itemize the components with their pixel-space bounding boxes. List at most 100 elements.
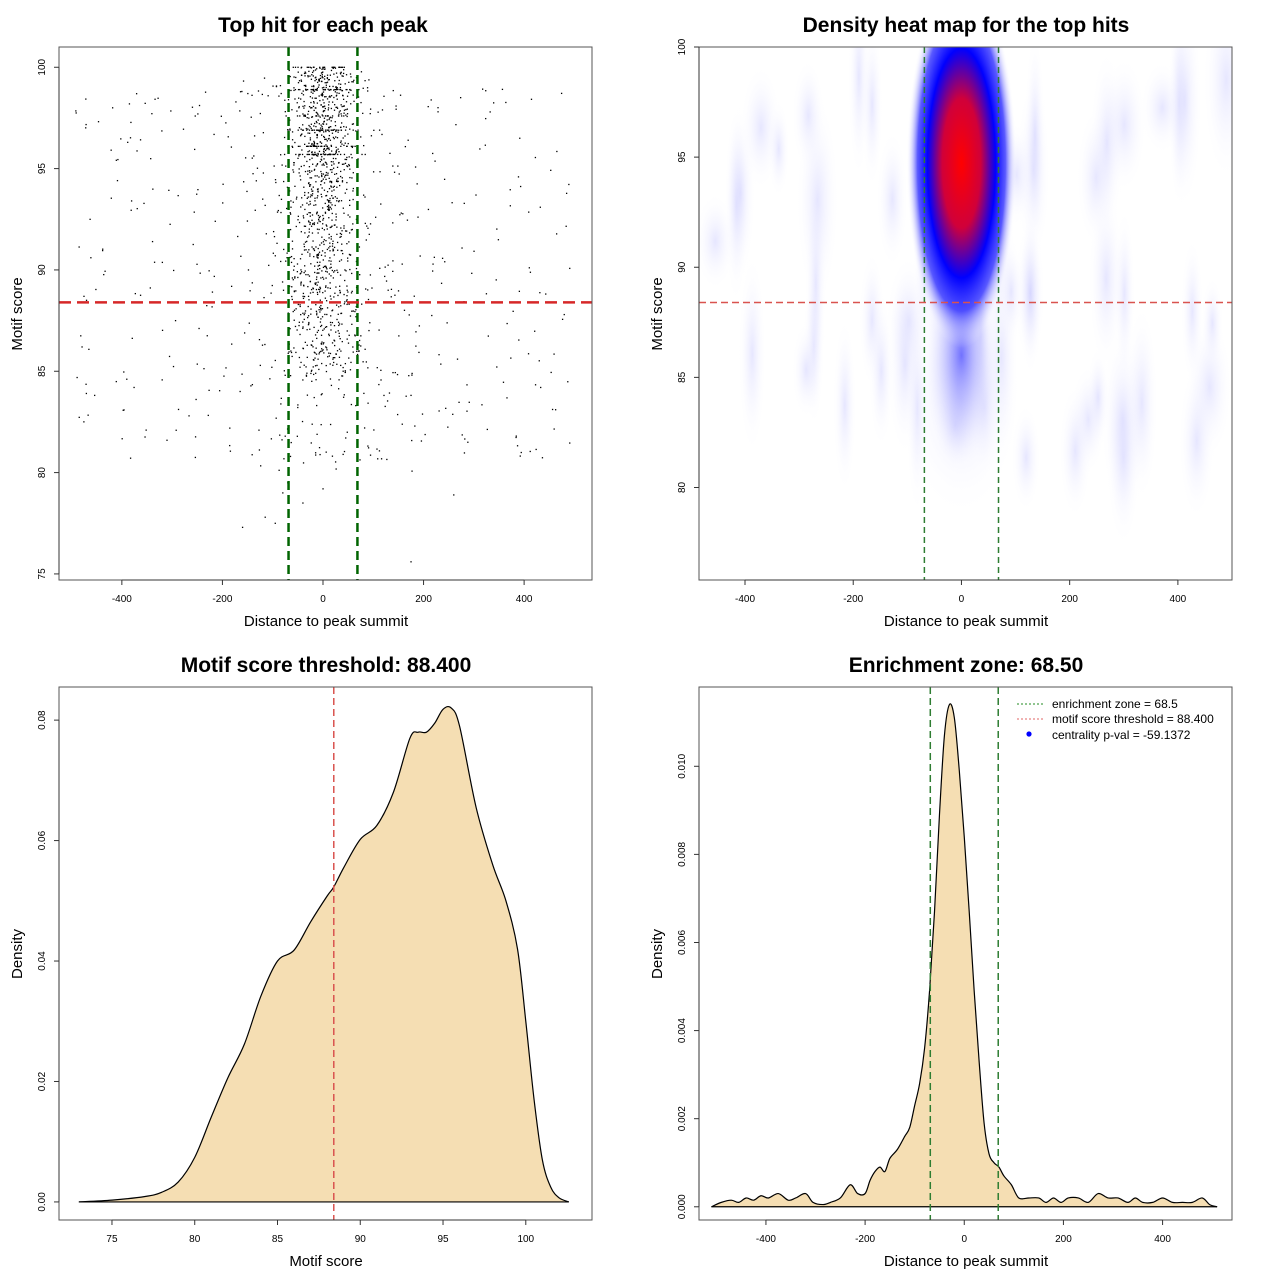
data-point	[161, 379, 163, 381]
data-point	[170, 110, 172, 112]
data-point	[320, 142, 323, 144]
data-point	[283, 153, 286, 156]
data-point	[309, 177, 311, 179]
data-point	[539, 206, 541, 208]
data-point	[320, 158, 322, 161]
data-point	[471, 272, 473, 274]
data-point	[506, 397, 508, 399]
data-point	[307, 324, 310, 326]
data-point	[303, 295, 306, 298]
data-point	[303, 186, 305, 188]
data-point	[83, 295, 85, 297]
data-point	[300, 165, 302, 168]
data-point	[321, 180, 323, 182]
data-point	[208, 389, 210, 392]
data-point	[376, 448, 378, 450]
data-point	[318, 353, 320, 355]
data-point	[348, 232, 351, 234]
data-point	[291, 298, 293, 301]
data-point	[350, 403, 353, 406]
data-point	[297, 129, 299, 131]
data-point	[241, 90, 243, 93]
data-point	[298, 126, 301, 129]
data-point	[296, 196, 298, 198]
data-point	[319, 99, 321, 102]
data-point	[320, 104, 322, 106]
data-point	[313, 85, 315, 88]
heatmap-cell	[1180, 236, 1204, 387]
data-point	[290, 351, 293, 354]
data-point	[432, 152, 434, 155]
data-point	[299, 333, 301, 336]
data-point	[326, 349, 328, 351]
data-point	[331, 164, 333, 166]
data-point	[315, 88, 317, 91]
data-point	[311, 423, 313, 425]
heatmap-cell	[861, 47, 884, 190]
data-point	[312, 287, 314, 289]
data-point	[565, 225, 567, 227]
data-point	[373, 129, 375, 131]
data-point	[254, 209, 256, 211]
data-point	[317, 247, 319, 250]
data-point	[343, 125, 345, 128]
data-point	[322, 241, 325, 243]
data-point	[534, 384, 537, 386]
data-point	[335, 173, 338, 175]
data-point	[312, 240, 314, 242]
data-point	[306, 88, 309, 91]
data-point	[331, 342, 334, 344]
data-point	[341, 180, 344, 182]
data-point	[342, 94, 344, 97]
data-point	[362, 87, 364, 89]
data-point	[315, 181, 317, 183]
data-point	[260, 465, 262, 467]
data-point	[341, 122, 343, 124]
data-point	[328, 209, 330, 212]
data-point	[110, 197, 112, 199]
data-point	[333, 128, 335, 131]
data-point	[326, 81, 329, 83]
data-point	[305, 273, 307, 276]
data-point	[318, 216, 321, 219]
data-point	[330, 275, 332, 277]
data-point	[321, 174, 323, 177]
data-point	[319, 130, 321, 133]
data-point	[366, 225, 368, 227]
data-point	[309, 328, 311, 330]
data-point	[280, 211, 282, 214]
data-point	[361, 303, 363, 305]
data-point	[330, 153, 332, 156]
data-point	[331, 190, 333, 192]
data-point	[297, 71, 299, 73]
data-point	[486, 428, 488, 431]
data-point	[336, 179, 338, 181]
data-point	[151, 113, 153, 115]
data-point	[337, 153, 339, 156]
data-point	[318, 272, 320, 274]
data-point	[333, 185, 336, 188]
data-point	[320, 159, 323, 161]
data-point	[322, 99, 324, 101]
data-point	[320, 334, 323, 336]
data-point	[291, 139, 294, 141]
data-point	[323, 265, 326, 268]
data-point	[321, 125, 323, 128]
data-point	[330, 324, 332, 326]
data-point	[298, 153, 300, 156]
data-point	[326, 191, 329, 193]
data-point	[259, 364, 261, 367]
data-point	[291, 286, 293, 288]
data-point	[343, 212, 345, 214]
data-point	[328, 352, 330, 354]
data-point	[193, 211, 195, 213]
reference-lines	[699, 47, 1232, 580]
data-point	[324, 212, 327, 214]
data-point	[343, 115, 345, 117]
data-point	[76, 376, 78, 379]
data-point	[414, 425, 416, 427]
data-point	[332, 250, 334, 252]
data-point	[281, 164, 283, 166]
panel-scatter: Top hit for each peak -400 -200 0 200 400 75…	[9, 14, 593, 630]
data-point	[458, 401, 460, 403]
